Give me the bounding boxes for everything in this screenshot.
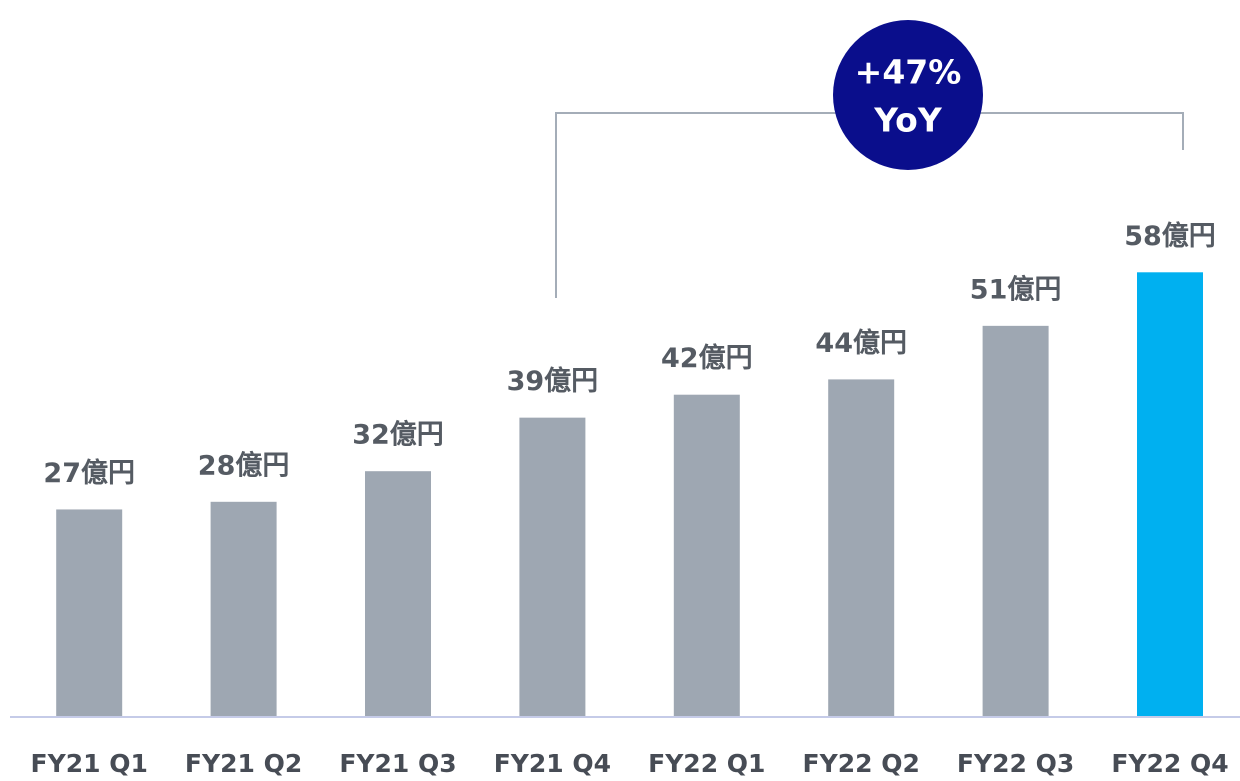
value-label: 28億円	[198, 450, 290, 481]
bar	[365, 471, 431, 716]
x-tick-label: FY22 Q1	[648, 749, 765, 778]
bar	[982, 325, 1049, 716]
x-tick-label: FY22 Q4	[1111, 749, 1228, 778]
x-tick-label: FY22 Q2	[803, 749, 920, 778]
bar	[828, 379, 895, 716]
x-tick-label: FY22 Q3	[957, 749, 1074, 778]
bar	[673, 394, 740, 716]
x-tick-label: FY21 Q2	[185, 749, 302, 778]
bar	[56, 509, 123, 716]
value-label: 58億円	[1124, 221, 1216, 252]
bar	[1137, 272, 1203, 716]
annotation-text: +47%	[855, 53, 962, 92]
annotation-text: YoY	[873, 101, 943, 140]
bar	[519, 417, 586, 716]
value-label: 42億円	[661, 343, 753, 374]
x-tick-label: FY21 Q1	[31, 749, 148, 778]
x-tick-label: FY21 Q4	[494, 749, 611, 778]
value-label: 27億円	[43, 458, 135, 489]
value-label: 51億円	[970, 274, 1062, 305]
x-tick-label: FY21 Q3	[339, 749, 456, 778]
value-label: 44億円	[815, 328, 907, 359]
annotation-badge	[833, 20, 983, 170]
bar	[210, 501, 277, 716]
value-label: 39億円	[507, 366, 599, 397]
value-label: 32億円	[352, 420, 444, 451]
